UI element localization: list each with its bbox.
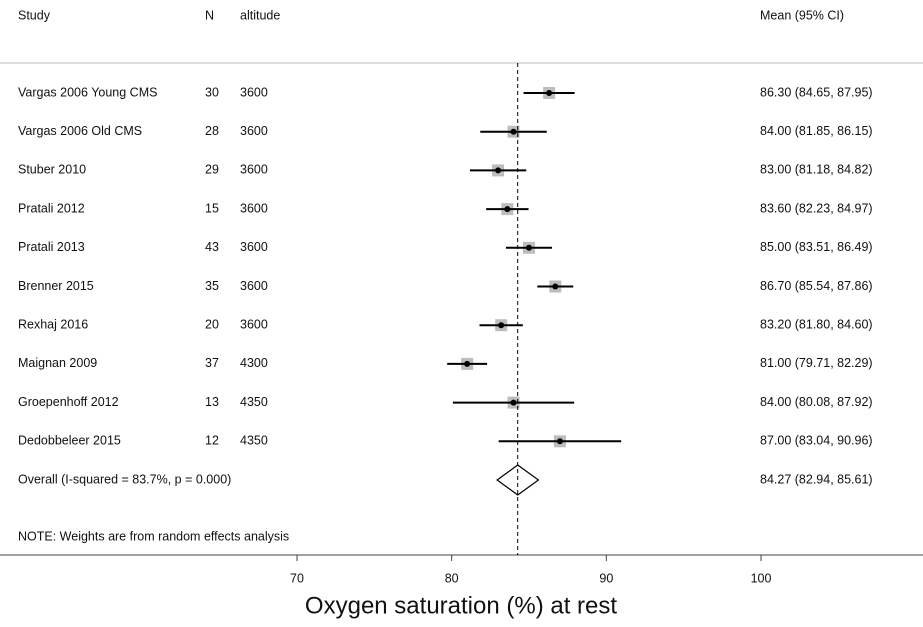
x-axis-label: Oxygen saturation (%) at rest: [305, 592, 617, 619]
ci-label: 84.00 (81.85, 86.15): [760, 124, 873, 138]
ci-label: 86.30 (84.65, 87.95): [760, 85, 873, 99]
study-altitude: 4300: [240, 356, 268, 370]
study-n: 35: [205, 279, 219, 293]
study-name: Vargas 2006 Old CMS: [18, 124, 142, 138]
overall-diamond: [496, 464, 540, 496]
study-altitude: 4350: [240, 434, 268, 448]
study-name: Dedobbeleer 2015: [18, 434, 121, 448]
point-estimate: [510, 128, 517, 135]
overall-ci-label: 84.27 (82.94, 85.61): [760, 472, 873, 486]
ci-label: 86.70 (85.54, 87.86): [760, 279, 873, 293]
study-altitude: 4350: [240, 395, 268, 409]
column-header: altitude: [240, 8, 280, 22]
study-n: 20: [205, 317, 219, 331]
study-name: Rexhaj 2016: [18, 317, 88, 331]
study-name: Pratali 2013: [18, 240, 85, 254]
study-name: Groepenhoff 2012: [18, 395, 119, 409]
study-n: 12: [205, 434, 219, 448]
column-header: Study: [18, 8, 51, 22]
study-n: 13: [205, 395, 219, 409]
ci-label: 87.00 (83.04, 90.96): [760, 434, 873, 448]
point-estimate: [495, 167, 502, 174]
x-tick-label: 90: [599, 571, 613, 585]
point-estimate: [504, 206, 511, 213]
point-estimate: [510, 399, 517, 406]
study-name: Vargas 2006 Young CMS: [18, 85, 157, 99]
point-estimate: [552, 283, 559, 290]
ci-label: 83.60 (82.23, 84.97): [760, 201, 873, 215]
column-header: N: [205, 8, 214, 22]
study-n: 43: [205, 240, 219, 254]
column-header: Mean (95% CI): [760, 8, 844, 22]
study-name: Maignan 2009: [18, 356, 97, 370]
study-n: 29: [205, 163, 219, 177]
study-altitude: 3600: [240, 85, 268, 99]
ci-label: 85.00 (83.51, 86.49): [760, 240, 873, 254]
point-estimate: [464, 360, 471, 367]
ci-label: 81.00 (79.71, 82.29): [760, 356, 873, 370]
overall-label: Overall (I-squared = 83.7%, p = 0.000): [18, 472, 231, 486]
study-altitude: 3600: [240, 317, 268, 331]
point-estimate: [526, 244, 532, 251]
x-tick-label: 80: [445, 571, 459, 585]
study-n: 28: [205, 124, 219, 138]
x-tick-label: 100: [751, 571, 772, 585]
study-altitude: 3600: [240, 124, 268, 138]
ci-label: 84.00 (80.08, 87.92): [760, 395, 873, 409]
study-n: 15: [205, 201, 219, 215]
point-estimate: [546, 90, 553, 96]
ci-label: 83.00 (81.18, 84.82): [760, 163, 873, 177]
study-altitude: 3600: [240, 163, 268, 177]
note: NOTE: Weights are from random effects an…: [18, 529, 289, 543]
study-name: Stuber 2010: [18, 163, 86, 177]
study-altitude: 3600: [240, 240, 268, 254]
study-altitude: 3600: [240, 201, 268, 215]
ci-label: 83.20 (81.80, 84.60): [760, 317, 873, 331]
study-name: Brenner 2015: [18, 279, 94, 293]
point-estimate: [498, 322, 505, 329]
study-n: 37: [205, 356, 219, 370]
x-tick-label: 70: [290, 571, 304, 585]
study-altitude: 3600: [240, 279, 268, 293]
study-name: Pratali 2012: [18, 201, 85, 215]
point-estimate: [556, 438, 563, 445]
study-n: 30: [205, 85, 219, 99]
